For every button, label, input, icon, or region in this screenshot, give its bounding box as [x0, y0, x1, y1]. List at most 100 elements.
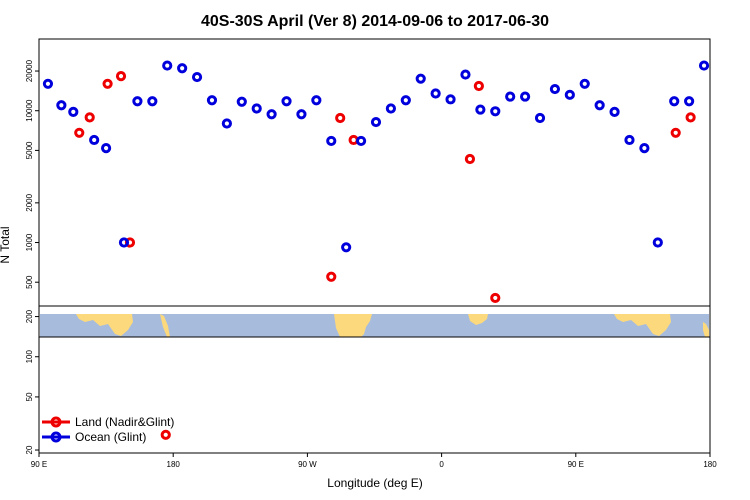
lower-y-axis: 20 50 100 200 [25, 309, 39, 454]
lower-plot-panel: 20 50 100 200 [25, 305, 711, 454]
ocean-point [415, 73, 426, 84]
ocean-point [42, 78, 54, 89]
ocean-point [594, 100, 605, 111]
y-tick-label: 500 [25, 275, 34, 289]
new-zealand-land [160, 314, 170, 337]
ocean-point [101, 143, 112, 154]
ocean-point [669, 96, 680, 107]
land-point [490, 292, 501, 304]
x-tick-label: 180 [703, 460, 717, 469]
land-point [115, 71, 127, 82]
land-point [160, 429, 171, 440]
ocean-point [698, 60, 710, 71]
x-axis-label: Longitude (deg E) [327, 476, 422, 490]
legend-swatch-marker-ocean [50, 431, 62, 443]
legend-label-land: Land (Nadir&Glint) [75, 415, 174, 429]
land-point [335, 112, 346, 124]
x-axis: 90 E 180 90 W 0 90 E 180 [31, 453, 717, 469]
y-tick-label: 20 [25, 445, 34, 454]
ocean-band [40, 314, 709, 337]
ocean-series-upper [42, 60, 710, 253]
land-point [102, 78, 113, 89]
ocean-point [296, 109, 307, 120]
ocean-point [652, 237, 663, 248]
y-tick-label: 5000 [25, 141, 34, 159]
upper-plot-frame [38, 38, 711, 307]
y-tick-label: 50 [25, 392, 34, 401]
ocean-point [326, 135, 337, 147]
ocean-point [236, 96, 247, 107]
south-america-land [334, 314, 372, 337]
world-map-strip [39, 314, 710, 338]
y-tick-label: 20000 [25, 59, 34, 82]
ocean-point [520, 91, 531, 102]
y-tick-label: 100 [25, 350, 34, 364]
land-series-lower [160, 429, 171, 440]
land-point [84, 112, 95, 123]
ocean-point [490, 106, 501, 117]
ocean-point [639, 143, 650, 154]
ocean-point [400, 95, 411, 106]
ocean-point [579, 78, 590, 89]
australia-south-land-2 [614, 314, 671, 336]
land-point [473, 80, 484, 92]
ocean-point [341, 242, 352, 253]
y-tick-label: 10000 [25, 99, 34, 122]
ocean-point [370, 116, 382, 128]
legend-entry-ocean: Ocean (Glint) [42, 430, 146, 444]
lower-plot-frame [38, 305, 711, 454]
ocean-point [89, 134, 100, 146]
land-masses [76, 314, 709, 337]
y-tick-label: 200 [25, 309, 34, 323]
ocean-point [609, 106, 620, 117]
chart-title: 40S-30S April (Ver 8) 2014-09-06 to 2017… [201, 13, 549, 30]
x-tick-label: 90 E [31, 460, 47, 469]
australia-south-land [76, 314, 133, 336]
y-tick-label: 2000 [25, 193, 34, 211]
ocean-point [505, 91, 516, 102]
ocean-point [132, 96, 143, 107]
ocean-point [118, 237, 130, 248]
upper-plot-panel: 500 1000 2000 5000 10000 20000 [25, 38, 711, 307]
ocean-point [311, 95, 322, 106]
chart-legend: Land (Nadir&Glint) Ocean (Glint) [42, 415, 174, 444]
land-point [74, 127, 85, 138]
ocean-point [191, 71, 203, 83]
ocean-point [684, 96, 695, 107]
south-africa-land [468, 314, 488, 325]
ocean-point [355, 135, 367, 147]
ocean-point [430, 88, 441, 99]
land-point [670, 127, 681, 138]
x-tick-label: 90 E [568, 460, 584, 469]
y-axis-label: N Total [0, 226, 12, 263]
ocean-point [534, 112, 546, 124]
x-tick-label: 180 [167, 460, 181, 469]
legend-label-ocean: Ocean (Glint) [75, 430, 146, 444]
land-series-upper [74, 71, 696, 304]
x-tick-label: 0 [439, 460, 444, 469]
ocean-point [68, 106, 79, 117]
ocean-point [177, 63, 188, 74]
land-point [685, 112, 696, 123]
land-point [326, 271, 337, 282]
land-point [464, 153, 476, 165]
legend-swatch-marker-land [50, 416, 62, 428]
legend-entry-land: Land (Nadir&Glint) [42, 415, 174, 429]
ocean-point [251, 103, 262, 114]
ocean-point [162, 60, 173, 71]
ocean-point [221, 118, 232, 129]
ocean-point [460, 69, 471, 80]
ocean-point [266, 109, 277, 120]
ocean-point [475, 104, 486, 115]
ocean-point [147, 96, 158, 107]
ocean-point [56, 100, 67, 111]
ocean-point [624, 134, 635, 146]
ocean-point [564, 89, 575, 100]
ocean-point [445, 94, 456, 105]
x-tick-label: 90 W [298, 460, 317, 469]
ocean-point [549, 83, 561, 95]
upper-y-axis: 500 1000 2000 5000 10000 20000 [25, 59, 39, 289]
new-zealand-land-2 [703, 322, 709, 337]
ocean-point [206, 95, 218, 106]
